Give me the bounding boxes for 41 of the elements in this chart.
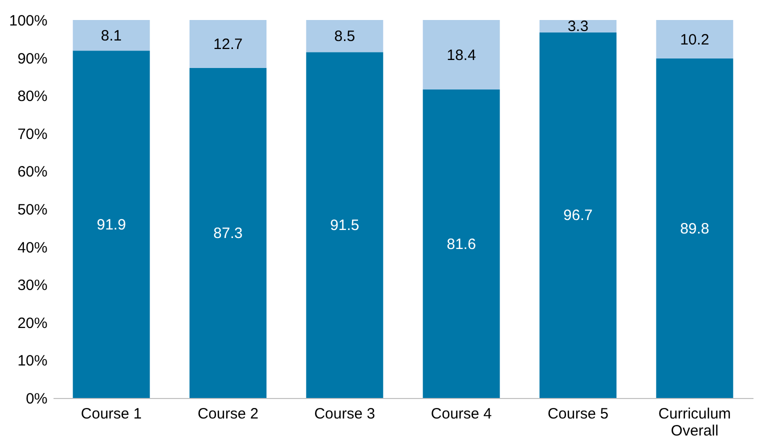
bar	[656, 58, 734, 398]
bar	[72, 50, 150, 398]
bar	[540, 32, 616, 398]
bar	[190, 20, 266, 68]
y-tick-label: 100%	[9, 12, 48, 30]
data-label: 91.5	[330, 217, 360, 234]
bar	[306, 20, 384, 52]
bar	[190, 68, 266, 398]
data-label: 8.5	[334, 28, 356, 46]
bar	[422, 90, 500, 398]
y-tick-label: 10%	[17, 352, 48, 370]
y-tick-label: 50%	[17, 202, 48, 218]
y-tick-label: 30%	[17, 277, 48, 294]
x-tick-label: Course 3	[314, 406, 376, 422]
y-tick-label: 60%	[17, 164, 48, 181]
y-tick-label: 80%	[17, 88, 48, 106]
bar	[656, 20, 734, 59]
x-tick-label: Course 1	[80, 406, 142, 422]
data-label: 81.6	[446, 236, 476, 253]
x-tick-label: Curriculum Overall	[658, 406, 731, 440]
data-label: 87.3	[213, 225, 243, 242]
data-label: 91.9	[96, 216, 126, 234]
data-label: 96.7	[563, 207, 593, 224]
data-label: 10.2	[680, 31, 710, 48]
data-label: 12.7	[213, 36, 243, 54]
bar	[422, 20, 500, 90]
x-tick-label: Course 5	[548, 406, 608, 422]
data-label: 8.1	[100, 27, 122, 44]
data-label: 18.4	[446, 46, 476, 64]
bar	[540, 20, 616, 32]
y-tick-label: 0%	[26, 390, 48, 408]
bar	[72, 20, 150, 51]
y-tick-label: 20%	[17, 314, 48, 332]
y-tick-label: 70%	[17, 126, 48, 143]
data-label: 3.3	[568, 18, 588, 36]
x-tick-label: Course 4	[430, 406, 492, 422]
y-tick-label: 40%	[17, 239, 48, 256]
y-tick-label: 90%	[17, 50, 48, 68]
bar	[306, 52, 384, 398]
data-label: 89.8	[680, 220, 710, 238]
x-tick-label: Course 2	[198, 406, 258, 422]
